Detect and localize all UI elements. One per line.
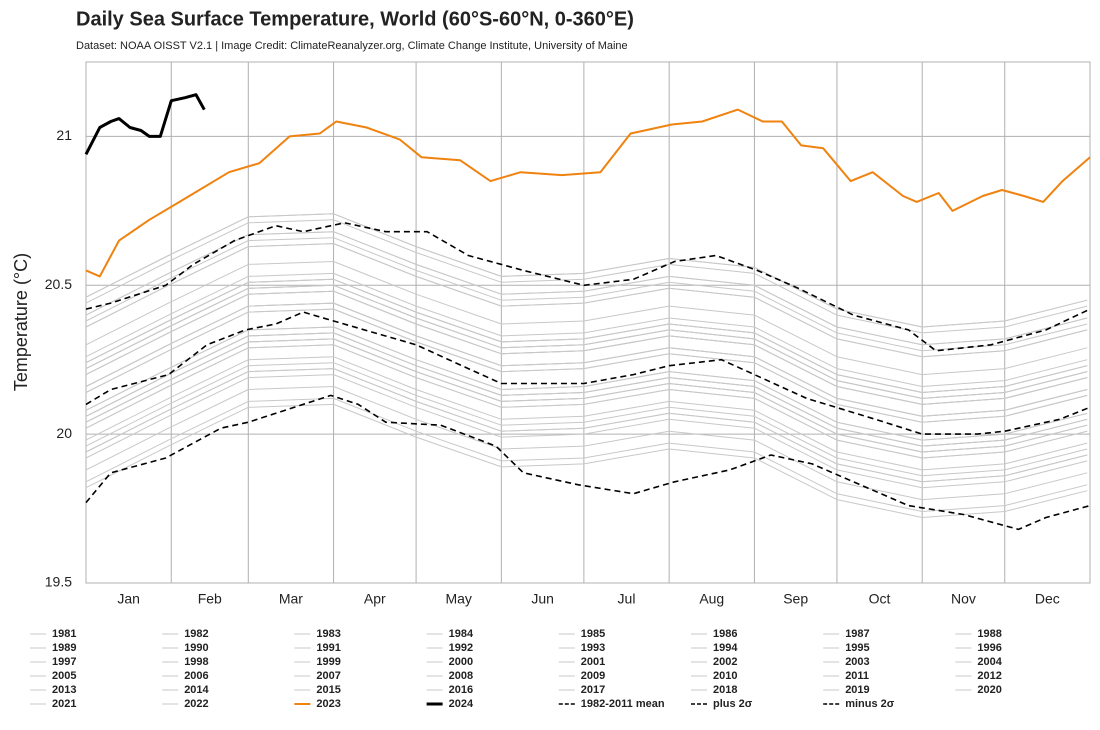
- series-line: [85, 397, 1088, 512]
- legend-label: 1998: [184, 656, 208, 668]
- legend-label: 2010: [713, 670, 737, 682]
- series-line: [85, 302, 1088, 417]
- legend-label: 2013: [52, 684, 76, 696]
- legend-label: 1996: [977, 642, 1001, 654]
- legend-label: 2007: [316, 670, 340, 682]
- series-line: [85, 243, 1088, 358]
- legend-label: 2022: [184, 698, 208, 710]
- legend-label: 1983: [316, 628, 340, 640]
- series-line: [85, 237, 1088, 352]
- x-tick-label: Mar: [279, 591, 303, 607]
- y-axis-label: Temperature (°C): [11, 253, 31, 391]
- legend-label: 2024: [449, 698, 474, 710]
- chart-title: Daily Sea Surface Temperature, World (60…: [76, 8, 634, 30]
- legend-label: minus 2σ: [845, 698, 895, 710]
- legend-label: 2012: [977, 670, 1001, 682]
- series-line: [85, 108, 1091, 278]
- legend-label: 2014: [184, 684, 209, 696]
- legend-label: 1997: [52, 656, 76, 668]
- series-line: [85, 386, 1088, 501]
- plot-frame: [85, 61, 1091, 584]
- legend-label: 2023: [316, 698, 340, 710]
- legend-label: 1984: [449, 628, 474, 640]
- legend-label: 2020: [977, 684, 1001, 696]
- series-line: [85, 308, 1088, 423]
- series-line: [85, 261, 1088, 376]
- legend-label: 1981: [52, 628, 76, 640]
- legend-label: 2004: [977, 656, 1002, 668]
- legend-label: 1982-2011 mean: [581, 698, 665, 710]
- legend-label: 2011: [845, 670, 869, 682]
- x-tick-label: Feb: [198, 591, 222, 607]
- legend-label: 1987: [845, 628, 869, 640]
- legend-label: 2021: [52, 698, 76, 710]
- x-tick-label: May: [445, 591, 471, 607]
- legend-label: 2017: [581, 684, 605, 696]
- series-line: [85, 403, 1088, 518]
- x-tick-label: Dec: [1035, 591, 1060, 607]
- legend-label: 1990: [184, 642, 208, 654]
- legend-label: 2019: [845, 684, 869, 696]
- series-line: [85, 284, 1088, 399]
- x-tick-label: Aug: [699, 591, 724, 607]
- series-line: [85, 213, 1088, 328]
- x-tick-label: Sep: [783, 591, 808, 607]
- series-line: [85, 356, 1088, 471]
- legend-label: 1992: [449, 642, 473, 654]
- x-tick-label: Nov: [951, 591, 976, 607]
- series-line: [84, 93, 206, 155]
- legend-label: 2003: [845, 656, 869, 668]
- chart-subtitle: Dataset: NOAA OISST V2.1 | Image Credit:…: [76, 40, 628, 52]
- legend-label: 2015: [316, 684, 340, 696]
- legend-label: 2002: [713, 656, 737, 668]
- legend-label: 1986: [713, 628, 737, 640]
- series-line: [85, 394, 1091, 531]
- x-tick-label: Apr: [364, 591, 386, 607]
- legend-label: 1991: [316, 642, 340, 654]
- legend-label: 1988: [977, 628, 1001, 640]
- x-tick-label: Jun: [531, 591, 554, 607]
- x-tick-label: Oct: [869, 591, 891, 607]
- y-tick-label: 20: [56, 425, 72, 441]
- legend-label: plus 2σ: [713, 698, 753, 710]
- y-tick-label: 20.5: [45, 276, 72, 292]
- series-line: [85, 219, 1088, 334]
- x-tick-label: Jul: [618, 591, 636, 607]
- legend-label: 2000: [449, 656, 473, 668]
- series-line: [85, 332, 1088, 447]
- y-tick-label: 21: [56, 127, 72, 143]
- series-line: [85, 311, 1091, 435]
- legend-label: 1994: [713, 642, 738, 654]
- legend-label: 1985: [581, 628, 605, 640]
- legend-label: 2008: [449, 670, 473, 682]
- series-line: [85, 338, 1088, 453]
- legend-label: 1999: [316, 656, 340, 668]
- series-line: [85, 231, 1088, 346]
- series-line: [85, 374, 1088, 489]
- legend-label: 1993: [581, 642, 605, 654]
- series-line: [85, 368, 1088, 483]
- series-line: [85, 362, 1088, 477]
- series-line: [85, 290, 1088, 405]
- series-line: [85, 344, 1088, 459]
- legend-label: 1982: [184, 628, 208, 640]
- legend-label: 2005: [52, 670, 76, 682]
- series-line: [85, 278, 1088, 393]
- legend-label: 2001: [581, 656, 605, 668]
- legend-label: 2018: [713, 684, 737, 696]
- legend-label: 2016: [449, 684, 473, 696]
- legend-label: 1989: [52, 642, 76, 654]
- x-tick-label: Jan: [117, 591, 140, 607]
- legend-label: 2006: [184, 670, 208, 682]
- legend-label: 1995: [845, 642, 869, 654]
- y-tick-label: 19.5: [45, 574, 72, 590]
- legend-label: 2009: [581, 670, 605, 682]
- series-line: [85, 272, 1088, 387]
